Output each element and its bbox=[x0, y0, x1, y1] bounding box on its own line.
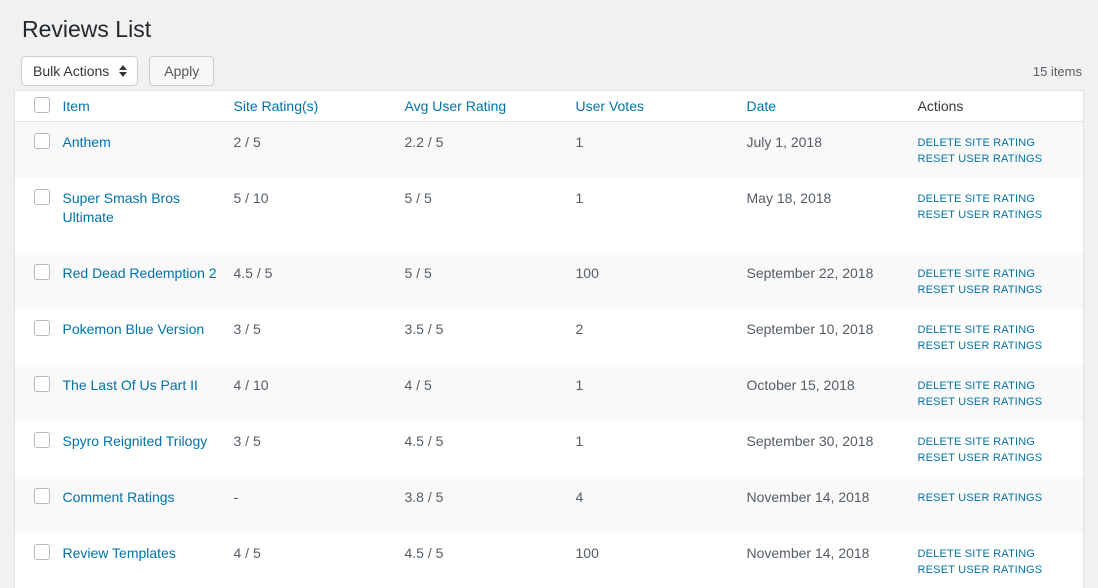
user-votes-cell: 1 bbox=[575, 134, 584, 150]
table-row: Red Dead Redemption 2 4.5 / 5 5 / 5 100 … bbox=[14, 253, 1084, 309]
date-cell: November 14, 2018 bbox=[746, 489, 870, 505]
bulk-actions-selected-value: Bulk Actions bbox=[33, 63, 110, 79]
item-link[interactable]: Super Smash Bros Ultimate bbox=[62, 190, 181, 225]
bulk-actions-group: Bulk Actions Apply bbox=[21, 56, 215, 86]
column-header-site-rating-link[interactable]: Site Rating(s) bbox=[233, 98, 319, 114]
item-link[interactable]: Comment Ratings bbox=[62, 489, 175, 505]
select-spinner-icon bbox=[119, 65, 128, 77]
reset-user-ratings-link[interactable]: RESET USER RATINGS bbox=[917, 564, 1043, 576]
table-toolbar: Bulk Actions Apply 15 items bbox=[14, 56, 1084, 86]
reset-user-ratings-link[interactable]: RESET USER RATINGS bbox=[917, 153, 1043, 165]
column-header-date: Date bbox=[746, 90, 918, 122]
avg-user-rating-cell: 3.5 / 5 bbox=[404, 321, 444, 337]
avg-user-rating-cell: 5 / 5 bbox=[404, 265, 432, 281]
table-row: Spyro Reignited Trilogy 3 / 5 4.5 / 5 1 … bbox=[14, 421, 1084, 477]
user-votes-cell: 1 bbox=[575, 377, 584, 393]
site-rating-cell: 5 / 10 bbox=[233, 190, 269, 206]
column-header-item: Item bbox=[62, 90, 234, 122]
items-count: 15 items bbox=[1032, 63, 1082, 79]
site-rating-cell: 4.5 / 5 bbox=[233, 265, 273, 281]
select-all-checkbox[interactable] bbox=[34, 96, 50, 113]
column-header-site-rating: Site Rating(s) bbox=[233, 90, 405, 122]
avg-user-rating-cell: 4.5 / 5 bbox=[404, 433, 444, 449]
site-rating-cell: 4 / 10 bbox=[233, 377, 269, 393]
site-rating-cell: 3 / 5 bbox=[233, 433, 261, 449]
page-title: Reviews List bbox=[22, 16, 152, 42]
date-cell: May 18, 2018 bbox=[746, 190, 832, 206]
site-rating-cell: 4 / 5 bbox=[233, 545, 261, 561]
reset-user-ratings-link[interactable]: RESET USER RATINGS bbox=[917, 340, 1043, 352]
delete-site-rating-link[interactable]: DELETE SITE RATING bbox=[917, 193, 1036, 205]
delete-site-rating-link[interactable]: DELETE SITE RATING bbox=[917, 436, 1036, 448]
item-link[interactable]: Review Templates bbox=[62, 545, 176, 561]
row-checkbox[interactable] bbox=[34, 376, 50, 392]
column-header-item-link[interactable]: Item bbox=[62, 98, 90, 114]
apply-button[interactable]: Apply bbox=[149, 56, 215, 86]
reset-user-ratings-link[interactable]: RESET USER RATINGS bbox=[917, 492, 1043, 504]
column-header-user-votes: User Votes bbox=[575, 90, 747, 122]
row-checkbox[interactable] bbox=[34, 432, 50, 448]
avg-user-rating-cell: 5 / 5 bbox=[404, 190, 432, 206]
table-row: Anthem 2 / 5 2.2 / 5 1 July 1, 2018 DELE… bbox=[14, 121, 1084, 178]
user-votes-cell: 1 bbox=[575, 433, 584, 449]
avg-user-rating-cell: 3.8 / 5 bbox=[404, 489, 444, 505]
delete-site-rating-link[interactable]: DELETE SITE RATING bbox=[917, 268, 1036, 280]
user-votes-cell: 100 bbox=[575, 545, 599, 561]
site-rating-cell: - bbox=[233, 489, 239, 505]
date-cell: July 1, 2018 bbox=[746, 134, 823, 150]
avg-user-rating-cell: 4.5 / 5 bbox=[404, 545, 444, 561]
user-votes-cell: 2 bbox=[575, 321, 584, 337]
item-link[interactable]: Spyro Reignited Trilogy bbox=[62, 433, 208, 449]
row-checkbox[interactable] bbox=[34, 320, 50, 336]
row-checkbox[interactable] bbox=[34, 189, 50, 205]
column-header-actions: Actions bbox=[917, 90, 1084, 122]
date-cell: October 15, 2018 bbox=[746, 377, 855, 393]
table-row: The Last Of Us Part II 4 / 10 4 / 5 1 Oc… bbox=[14, 365, 1084, 421]
row-checkbox[interactable] bbox=[34, 544, 50, 560]
item-link[interactable]: Red Dead Redemption 2 bbox=[62, 265, 217, 281]
table-row: Review Templates 4 / 5 4.5 / 5 100 Novem… bbox=[14, 533, 1084, 588]
delete-site-rating-link[interactable]: DELETE SITE RATING bbox=[917, 137, 1036, 149]
site-rating-cell: 3 / 5 bbox=[233, 321, 261, 337]
avg-user-rating-cell: 4 / 5 bbox=[404, 377, 432, 393]
date-cell: November 14, 2018 bbox=[746, 545, 870, 561]
item-link[interactable]: Pokemon Blue Version bbox=[62, 321, 205, 337]
date-cell: September 22, 2018 bbox=[746, 265, 874, 281]
page-wrap: Reviews List Bulk Actions Apply 15 items… bbox=[0, 14, 1098, 588]
user-votes-cell: 4 bbox=[575, 489, 584, 505]
reviews-table: Item Site Rating(s) Avg User Rating User… bbox=[14, 90, 1084, 588]
column-header-avg-user-rating: Avg User Rating bbox=[404, 90, 576, 122]
delete-site-rating-link[interactable]: DELETE SITE RATING bbox=[917, 380, 1036, 392]
row-checkbox[interactable] bbox=[34, 264, 50, 280]
site-rating-cell: 2 / 5 bbox=[233, 134, 261, 150]
table-header-row: Item Site Rating(s) Avg User Rating User… bbox=[14, 90, 1084, 122]
column-header-user-votes-link[interactable]: User Votes bbox=[575, 98, 644, 114]
row-checkbox[interactable] bbox=[34, 488, 50, 504]
bulk-actions-select[interactable]: Bulk Actions bbox=[21, 56, 139, 86]
table-row: Comment Ratings - 3.8 / 5 4 November 14,… bbox=[14, 477, 1084, 533]
user-votes-cell: 100 bbox=[575, 265, 599, 281]
reset-user-ratings-link[interactable]: RESET USER RATINGS bbox=[917, 396, 1043, 408]
reset-user-ratings-link[interactable]: RESET USER RATINGS bbox=[917, 452, 1043, 464]
date-cell: September 30, 2018 bbox=[746, 433, 874, 449]
table-row: Super Smash Bros Ultimate 5 / 10 5 / 5 1… bbox=[14, 178, 1084, 253]
column-header-avg-user-rating-link[interactable]: Avg User Rating bbox=[404, 98, 507, 114]
avg-user-rating-cell: 2.2 / 5 bbox=[404, 134, 444, 150]
column-header-date-link[interactable]: Date bbox=[746, 98, 777, 114]
delete-site-rating-link[interactable]: DELETE SITE RATING bbox=[917, 324, 1036, 336]
date-cell: September 10, 2018 bbox=[746, 321, 874, 337]
user-votes-cell: 1 bbox=[575, 190, 584, 206]
item-link[interactable]: Anthem bbox=[62, 134, 111, 150]
item-link[interactable]: The Last Of Us Part II bbox=[62, 377, 198, 393]
delete-site-rating-link[interactable]: DELETE SITE RATING bbox=[917, 548, 1036, 560]
reset-user-ratings-link[interactable]: RESET USER RATINGS bbox=[917, 284, 1043, 296]
reset-user-ratings-link[interactable]: RESET USER RATINGS bbox=[917, 209, 1043, 221]
row-checkbox[interactable] bbox=[34, 133, 50, 149]
table-row: Pokemon Blue Version 3 / 5 3.5 / 5 2 Sep… bbox=[14, 309, 1084, 365]
